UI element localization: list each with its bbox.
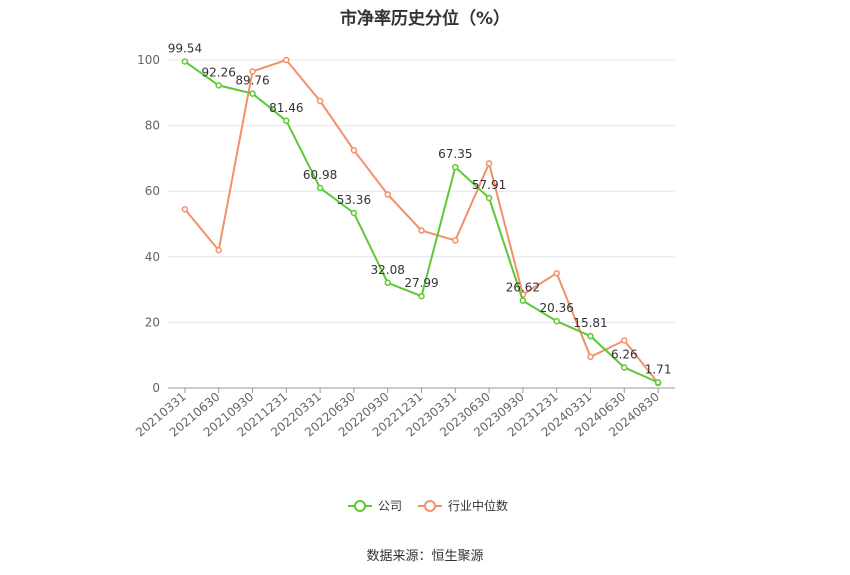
source-note: 数据来源：恒生聚源	[366, 549, 484, 564]
data-point	[587, 353, 594, 361]
data-point	[452, 163, 459, 171]
data-point	[621, 364, 628, 371]
data-point	[519, 297, 527, 304]
y-tick-label: 40	[145, 250, 160, 264]
data-point	[418, 227, 425, 234]
data-point	[418, 292, 425, 300]
data-label: 27.99	[404, 276, 438, 290]
data-point	[249, 90, 256, 97]
chart-title: 市净率历史分位（%）	[339, 9, 511, 29]
legend-label-company: 公司	[378, 499, 402, 513]
data-point	[316, 97, 324, 105]
data-label: 6.26	[611, 347, 638, 361]
legend-label-industry-median: 行业中位数	[448, 498, 508, 513]
data-point	[350, 209, 358, 217]
data-point	[384, 191, 391, 198]
data-label: 20.36	[540, 301, 574, 315]
data-label: 99.54	[168, 42, 202, 56]
data-point	[350, 146, 358, 154]
data-point	[553, 317, 560, 325]
data-label: 1.71	[645, 362, 672, 376]
data-point	[249, 68, 256, 75]
data-point	[384, 279, 391, 287]
data-label: 60.98	[303, 168, 337, 182]
data-point	[587, 332, 594, 340]
data-point	[553, 269, 560, 277]
data-point	[452, 237, 459, 244]
y-tick-label: 0	[152, 381, 160, 395]
data-point	[181, 58, 189, 65]
data-point	[654, 379, 662, 386]
y-tick-label: 80	[145, 119, 160, 133]
data-label: 92.26	[202, 65, 236, 79]
data-point	[485, 160, 493, 167]
y-tick-label: 100	[137, 53, 160, 67]
data-point	[283, 56, 290, 64]
data-point	[283, 117, 290, 125]
legend-marker	[354, 500, 366, 512]
data-point	[485, 194, 493, 202]
y-tick-label: 20	[145, 315, 160, 329]
data-point	[316, 184, 324, 192]
data-label: 15.81	[573, 316, 607, 330]
data-label: 32.08	[371, 263, 405, 277]
data-label: 81.46	[269, 101, 303, 115]
data-point	[621, 337, 628, 344]
data-label: 67.35	[438, 147, 472, 161]
series-line-company	[184, 60, 659, 384]
data-point	[215, 82, 222, 89]
data-point	[215, 246, 222, 254]
legend-marker	[424, 500, 436, 512]
data-label: 89.76	[235, 74, 269, 88]
data-point	[181, 205, 189, 213]
data-label: 26.62	[506, 281, 540, 295]
data-label: 53.36	[337, 193, 371, 207]
data-label: 57.91	[472, 178, 506, 192]
y-tick-label: 60	[145, 184, 160, 198]
